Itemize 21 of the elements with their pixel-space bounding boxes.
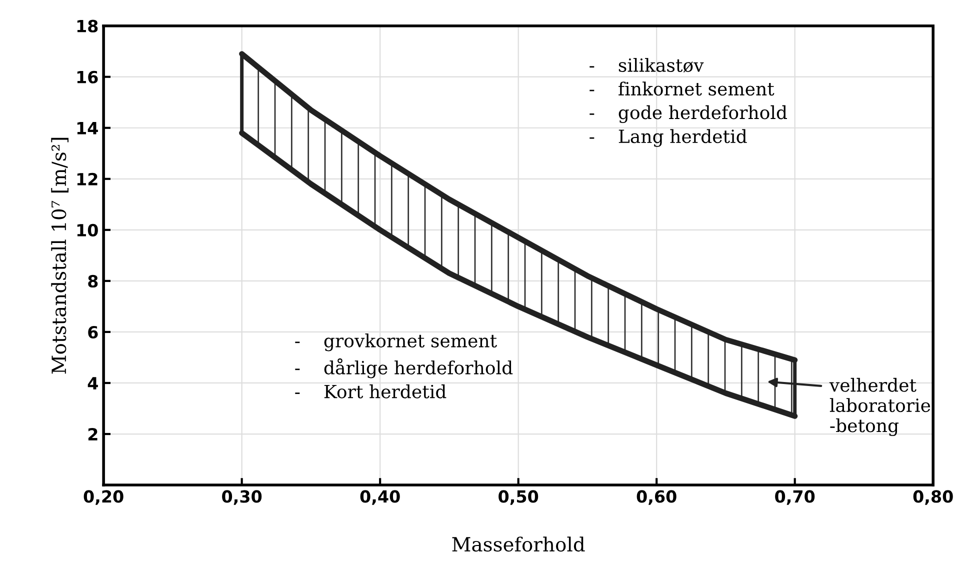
y-tick-label: 12 bbox=[77, 172, 98, 186]
y-tick-label: 18 bbox=[77, 20, 98, 32]
annotation: - grovkornet sement - dårlige herdeforhold - Kort herdetid bbox=[295, 333, 513, 398]
x-axis-title: Masseforhold bbox=[452, 536, 585, 552]
x-tick-label: 0,80 bbox=[913, 490, 953, 505]
x-tick-label: 0,70 bbox=[775, 490, 815, 505]
y-tick-label: 6 bbox=[88, 326, 98, 339]
annotation: velherdet laboratorie -betong bbox=[829, 378, 930, 436]
annotation: - silikastøv - finkornet sement - gode herdeforhold - Lang herdetid bbox=[590, 58, 787, 147]
y-tick-label: 8 bbox=[88, 274, 98, 288]
y-tick-label: 14 bbox=[77, 122, 98, 134]
x-tick-label: 0,40 bbox=[360, 490, 400, 505]
x-tick-label: 0,60 bbox=[636, 490, 676, 505]
y-tick-label: 2 bbox=[88, 428, 98, 440]
y-tick-label: 16 bbox=[77, 70, 98, 84]
y-tick-label: 10 bbox=[77, 224, 98, 236]
y-axis-title: Motstandstall 10⁷ [m/s²] bbox=[51, 138, 68, 374]
x-tick-label: 0,20 bbox=[84, 490, 124, 505]
y-tick-label: 4 bbox=[88, 377, 98, 390]
x-tick-label: 0,50 bbox=[498, 490, 538, 505]
x-tick-label: 0,30 bbox=[222, 490, 262, 505]
